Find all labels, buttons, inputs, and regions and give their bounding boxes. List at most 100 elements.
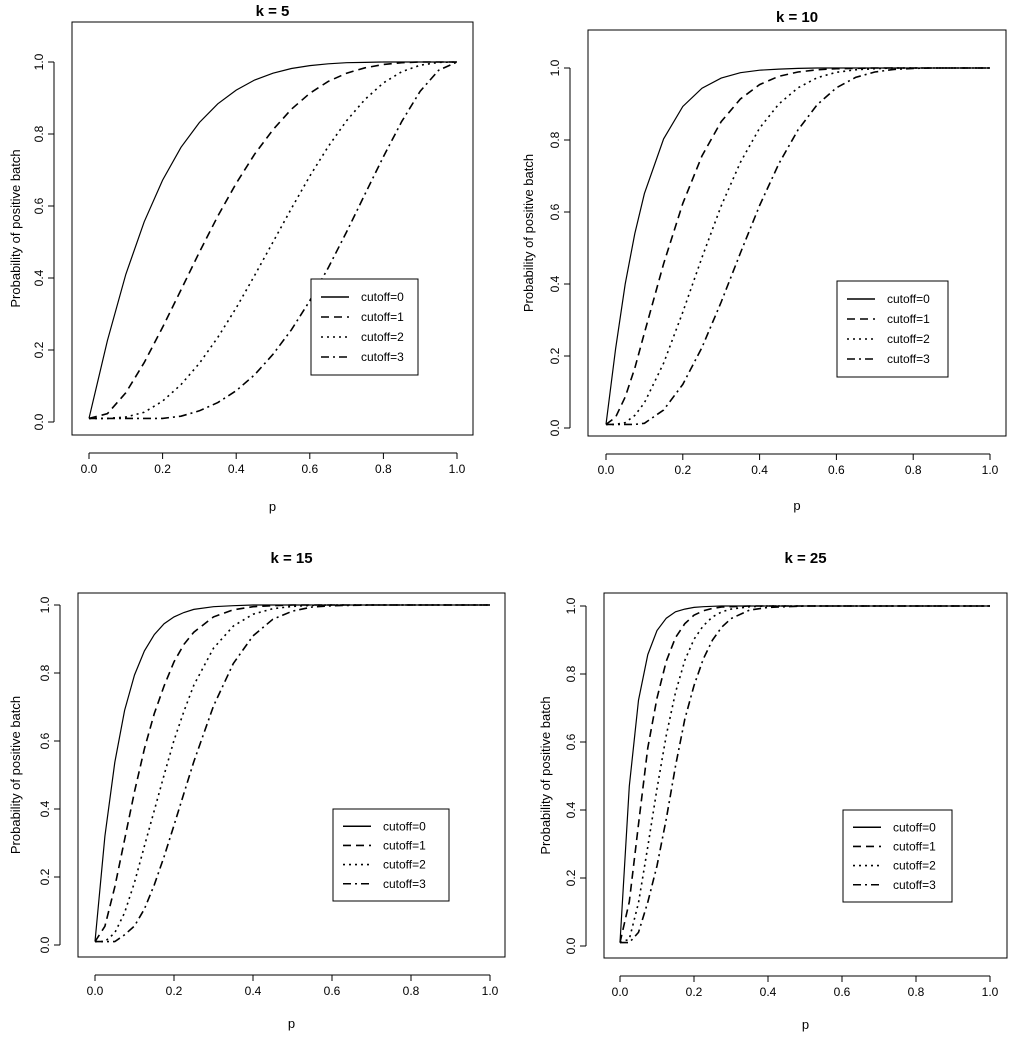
x-tick-label: 1.0 <box>449 462 466 476</box>
legend-label-cutoff-2: cutoff=2 <box>887 332 930 346</box>
legend-label-cutoff-0: cutoff=0 <box>361 290 404 304</box>
x-tick-label: 0.2 <box>154 462 171 476</box>
chart-title: k = 15 <box>270 550 312 567</box>
x-tick-label: 0.4 <box>228 462 245 476</box>
legend-box <box>310 278 419 376</box>
y-tick-label: 0.2 <box>564 869 578 886</box>
legend-box <box>332 808 450 902</box>
legend-label-cutoff-3: cutoff=3 <box>887 352 930 366</box>
y-axis-label: Probability of positive batch <box>538 696 553 854</box>
legend-label-cutoff-1: cutoff=1 <box>887 312 930 326</box>
x-tick-label: 0.8 <box>403 984 420 998</box>
x-tick-label: 1.0 <box>982 985 999 999</box>
y-tick-label: 0.2 <box>38 868 52 885</box>
y-tick-label: 0.0 <box>38 936 52 953</box>
series-line-cutoff-2 <box>89 61 458 420</box>
chart-panel-1: k = 5 0.0 0.2 0.4 0.6 0.8 1.0 0.0 0.2 0.4 0.6 0.8 1.… <box>8 3 474 514</box>
x-axis-label: p <box>288 1016 295 1031</box>
y-tick-label: 0.8 <box>32 125 46 142</box>
legend-label-cutoff-2: cutoff=2 <box>893 859 936 873</box>
y-tick-label: 0.6 <box>32 197 46 214</box>
series-line-cutoff-3 <box>89 61 458 420</box>
legend-label-cutoff-0: cutoff=0 <box>893 820 936 834</box>
legend-label-cutoff-3: cutoff=3 <box>383 877 426 891</box>
y-tick-label: 0.2 <box>548 347 562 364</box>
chart-title: k = 25 <box>784 550 826 567</box>
y-tick-label: 0.4 <box>32 269 46 286</box>
x-axis-label: p <box>793 498 800 513</box>
x-tick-label: 0.6 <box>828 463 845 477</box>
series-line-cutoff-1 <box>94 604 490 943</box>
legend-label-cutoff-0: cutoff=0 <box>887 292 930 306</box>
plot-frame <box>71 21 474 436</box>
x-tick-label: 0.6 <box>324 984 341 998</box>
y-tick-label: 0.2 <box>32 341 46 358</box>
series-line-cutoff-3 <box>95 604 490 943</box>
x-tick-label: 0.6 <box>301 462 318 476</box>
chart-panel-4: k = 25 0.0 0.2 0.4 0.6 0.8 1.0 0.0 0.2 0.4 0.6 0.8 1… <box>538 550 1008 1032</box>
y-tick-label: 1.0 <box>548 59 562 76</box>
legend-label-cutoff-2: cutoff=2 <box>361 330 404 344</box>
legend-label-cutoff-1: cutoff=1 <box>361 310 404 324</box>
legend: cutoff=0 cutoff=1 cutoff=2 cutoff=3 <box>332 808 450 902</box>
x-axis-label: p <box>269 499 276 514</box>
legend: cutoff=0 cutoff=1 cutoff=2 cutoff=3 <box>310 278 419 376</box>
series-line-cutoff-0 <box>88 61 457 419</box>
y-tick-label: 0.6 <box>564 733 578 750</box>
chart-panel-2: k = 10 0.0 0.2 0.4 0.6 0.8 1.0 0.0 0.2 0.4 0.6 0.8 1… <box>521 9 1007 513</box>
legend: cutoff=0 cutoff=1 cutoff=2 cutoff=3 <box>842 809 953 903</box>
x-tick-label: 0.8 <box>908 985 925 999</box>
y-tick-label: 0.0 <box>548 419 562 436</box>
x-tick-label: 0.4 <box>760 985 777 999</box>
chart-panel-3: k = 15 0.0 0.2 0.4 0.6 0.8 1.0 0.0 0.2 0.4 0.6 0.8 1… <box>8 550 506 1031</box>
x-tick-label: 1.0 <box>982 463 999 477</box>
x-tick-label: 0.2 <box>674 463 691 477</box>
y-tick-label: 0.4 <box>38 800 52 817</box>
x-tick-label: 0.6 <box>834 985 851 999</box>
x-tick-label: 0.0 <box>612 985 629 999</box>
legend-label-cutoff-3: cutoff=3 <box>893 878 936 892</box>
legend-box <box>842 809 953 903</box>
series-line-cutoff-0 <box>94 604 490 942</box>
y-tick-label: 1.0 <box>32 53 46 70</box>
plot-frame <box>603 592 1008 959</box>
legend-label-cutoff-2: cutoff=2 <box>383 858 426 872</box>
x-axis-label: p <box>802 1017 809 1032</box>
x-tick-label: 0.2 <box>166 984 183 998</box>
series-line-cutoff-1 <box>88 61 457 420</box>
y-tick-label: 0.4 <box>564 801 578 818</box>
y-tick-label: 0.8 <box>38 664 52 681</box>
chart-title: k = 10 <box>776 9 818 26</box>
plot-frame <box>587 29 1007 437</box>
y-tick-label: 0.0 <box>32 413 46 430</box>
y-tick-label: 0.0 <box>564 937 578 954</box>
y-tick-label: 0.8 <box>548 131 562 148</box>
x-tick-label: 0.0 <box>87 984 104 998</box>
series-line-cutoff-2 <box>95 604 490 943</box>
y-tick-label: 0.8 <box>564 665 578 682</box>
y-axis-label: Probability of positive batch <box>8 149 23 307</box>
y-axis-label: Probability of positive batch <box>8 696 23 854</box>
legend-label-cutoff-1: cutoff=1 <box>893 839 936 853</box>
legend-label-cutoff-3: cutoff=3 <box>361 350 404 364</box>
y-tick-label: 0.6 <box>548 203 562 220</box>
legend: cutoff=0 cutoff=1 cutoff=2 cutoff=3 <box>836 280 949 378</box>
x-tick-label: 0.2 <box>686 985 703 999</box>
x-tick-label: 0.8 <box>905 463 922 477</box>
x-tick-label: 0.8 <box>375 462 392 476</box>
y-tick-label: 0.6 <box>38 732 52 749</box>
y-tick-label: 1.0 <box>38 596 52 613</box>
y-axis-label: Probability of positive batch <box>521 154 536 312</box>
x-tick-label: 1.0 <box>482 984 499 998</box>
y-tick-label: 0.4 <box>548 275 562 292</box>
series-line-cutoff-3 <box>620 605 990 944</box>
legend-label-cutoff-0: cutoff=0 <box>383 819 426 833</box>
plot-frame <box>77 592 506 958</box>
legend-label-cutoff-1: cutoff=1 <box>383 838 426 852</box>
x-tick-label: 0.0 <box>598 463 615 477</box>
x-tick-label: 0.4 <box>245 984 262 998</box>
chart-title: k = 5 <box>256 3 290 20</box>
legend-box <box>836 280 949 378</box>
series-line-cutoff-3 <box>606 67 990 426</box>
